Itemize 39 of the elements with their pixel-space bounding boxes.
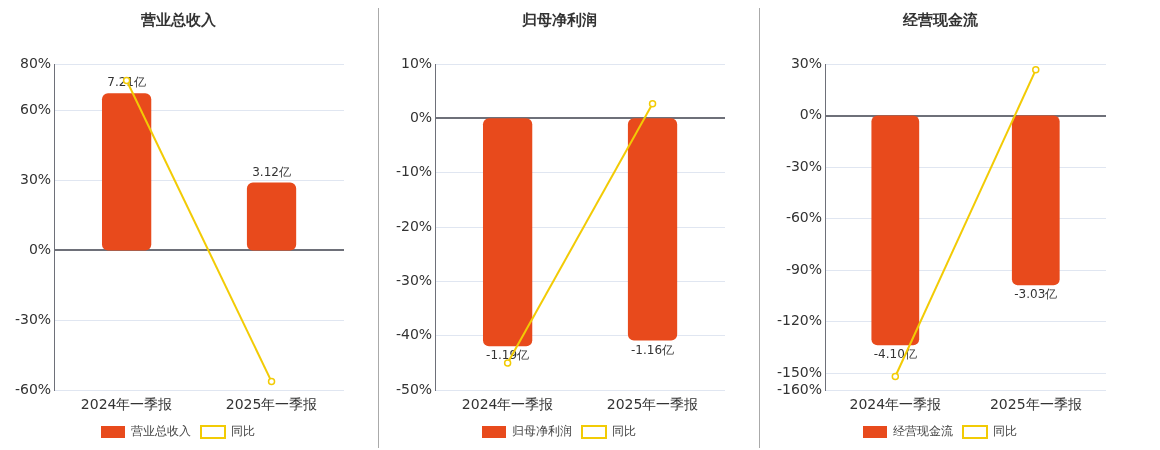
legend-label: 同比 (993, 424, 1017, 439)
y-tick-label: -30% (785, 157, 823, 174)
y-tick-label: -90% (785, 260, 823, 277)
legend-label: 归母净利润 (512, 424, 572, 439)
y-tick-label: -150% (777, 363, 823, 380)
legend-label: 同比 (612, 424, 636, 439)
y-tick-label: -30% (15, 310, 52, 327)
data-label: -1.16亿 (631, 342, 675, 357)
data-label: 3.12亿 (252, 164, 291, 179)
y-tick-label: -10% (396, 163, 433, 180)
y-tick-label: -20% (396, 217, 433, 234)
x-tick-label: 2025年一季报 (225, 396, 318, 413)
y-tick-label: -30% (396, 272, 433, 289)
y-tick-label: -40% (396, 326, 433, 343)
x-tick-label: 2025年一季报 (989, 396, 1082, 413)
legend-label: 经营现金流 (893, 424, 953, 439)
y-tick-label: 30% (20, 171, 52, 188)
y-tick-label: -120% (777, 312, 823, 329)
y-tick-label: 30% (790, 54, 823, 71)
y-tick-label: 0% (409, 109, 433, 126)
x-tick-label: 2024年一季报 (80, 396, 173, 413)
y-tick-label: 10% (401, 54, 433, 71)
x-tick-label: 2025年一季报 (606, 396, 699, 413)
chart-title: 归母净利润 (520, 10, 597, 29)
chart-title: 营业总收入 (139, 10, 217, 29)
y-tick-label: 0% (799, 106, 823, 123)
y-tick-label: -60% (15, 380, 52, 397)
y-tick-label: -50% (396, 380, 433, 397)
y-tick-label: -60% (785, 209, 823, 226)
legend-label: 同比 (231, 424, 255, 439)
x-tick-label: 2024年一季报 (849, 396, 942, 413)
data-label: -3.03亿 (1014, 287, 1058, 302)
y-tick-label: -160% (777, 380, 823, 397)
y-tick-label: 80% (20, 54, 52, 71)
chart-title: 经营现金流 (901, 10, 979, 29)
x-tick-label: 2024年一季报 (461, 396, 554, 413)
y-tick-label: 60% (20, 101, 52, 118)
y-tick-label: 0% (28, 241, 52, 258)
legend-label: 营业总收入 (131, 424, 191, 439)
